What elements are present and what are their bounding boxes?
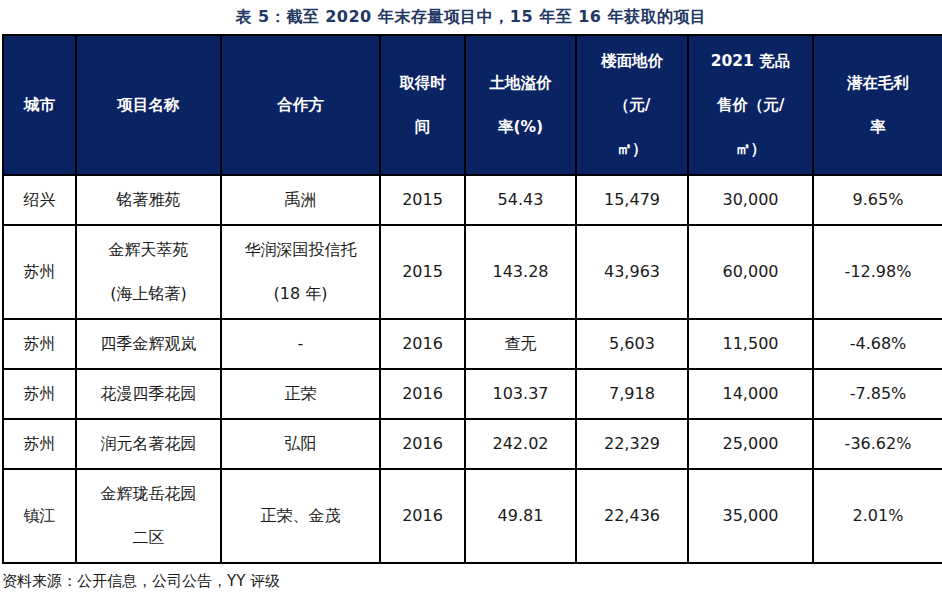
- table-cell: 22,436: [576, 469, 688, 563]
- table-cell: 35,000: [688, 469, 813, 563]
- table-cell: -4.68%: [813, 319, 942, 369]
- table-row: 镇江金辉珑岳花园 二区正荣、金茂201649.8122,43635,0002.0…: [3, 469, 942, 563]
- table-cell: 正荣: [221, 369, 380, 419]
- table-cell: 22,329: [576, 419, 688, 469]
- table-cell: 苏州: [3, 419, 76, 469]
- table-cell: 143.28: [465, 225, 576, 319]
- table-cell: 苏州: [3, 369, 76, 419]
- table-row: 苏州润元名著花园弘阳2016242.0222,32925,000-36.62%: [3, 419, 942, 469]
- table-cell: 金辉天萃苑 (海上铭著): [76, 225, 221, 319]
- table-cell: 60,000: [688, 225, 813, 319]
- table-cell: -36.62%: [813, 419, 942, 469]
- table-cell: 铭著雅苑: [76, 175, 221, 225]
- header-cell-6: 2021 竞品 售价（元/ ㎡）: [688, 35, 813, 175]
- header-cell-1: 项目名称: [76, 35, 221, 175]
- table-cell: 2016: [380, 369, 465, 419]
- table-cell: 禹洲: [221, 175, 380, 225]
- table-cell: 5,603: [576, 319, 688, 369]
- table-cell: 查无: [465, 319, 576, 369]
- table-body: 绍兴铭著雅苑禹洲201554.4315,47930,0009.65%苏州金辉天萃…: [3, 175, 942, 563]
- header-cell-2: 合作方: [221, 35, 380, 175]
- table-cell: 2016: [380, 469, 465, 563]
- table-cell: 2.01%: [813, 469, 942, 563]
- table-cell: 2016: [380, 319, 465, 369]
- header-row: 城市项目名称合作方取得时 间土地溢价 率(%)楼面地价 （元/ ㎡）2021 竞…: [3, 35, 942, 175]
- table-cell: 7,918: [576, 369, 688, 419]
- table-header: 城市项目名称合作方取得时 间土地溢价 率(%)楼面地价 （元/ ㎡）2021 竞…: [3, 35, 942, 175]
- table-cell: 华润深国投信托 (18 年): [221, 225, 380, 319]
- table-cell: 花漫四季花园: [76, 369, 221, 419]
- table-cell: -: [221, 319, 380, 369]
- table-cell: 9.65%: [813, 175, 942, 225]
- table-title: 表 5：截至 2020 年末存量项目中，15 年至 16 年获取的项目: [0, 0, 942, 34]
- table-cell: 四季金辉观岚: [76, 319, 221, 369]
- table-cell: 2015: [380, 225, 465, 319]
- table-cell: 11,500: [688, 319, 813, 369]
- document-page: 表 5：截至 2020 年末存量项目中，15 年至 16 年获取的项目 城市项目…: [0, 0, 942, 612]
- table-cell: 54.43: [465, 175, 576, 225]
- table-cell: 30,000: [688, 175, 813, 225]
- table-cell: 金辉珑岳花园 二区: [76, 469, 221, 563]
- table-cell: 2016: [380, 419, 465, 469]
- header-cell-3: 取得时 间: [380, 35, 465, 175]
- header-cell-4: 土地溢价 率(%): [465, 35, 576, 175]
- table-cell: 绍兴: [3, 175, 76, 225]
- header-cell-7: 潜在毛利 率: [813, 35, 942, 175]
- table-row: 苏州金辉天萃苑 (海上铭著)华润深国投信托 (18 年)2015143.2843…: [3, 225, 942, 319]
- table-cell: 25,000: [688, 419, 813, 469]
- table-cell: 15,479: [576, 175, 688, 225]
- table-cell: 2015: [380, 175, 465, 225]
- table-cell: -12.98%: [813, 225, 942, 319]
- source-note: 资料来源：公开信息，公司公告，YY 评级: [0, 564, 942, 591]
- table-cell: 242.02: [465, 419, 576, 469]
- table-row: 苏州花漫四季花园正荣2016103.377,91814,000-7.85%: [3, 369, 942, 419]
- table-cell: 49.81: [465, 469, 576, 563]
- table-cell: 弘阳: [221, 419, 380, 469]
- table-cell: 正荣、金茂: [221, 469, 380, 563]
- table-cell: -7.85%: [813, 369, 942, 419]
- table-cell: 润元名著花园: [76, 419, 221, 469]
- table-row: 绍兴铭著雅苑禹洲201554.4315,47930,0009.65%: [3, 175, 942, 225]
- table-cell: 镇江: [3, 469, 76, 563]
- table-cell: 103.37: [465, 369, 576, 419]
- projects-table: 城市项目名称合作方取得时 间土地溢价 率(%)楼面地价 （元/ ㎡）2021 竞…: [2, 34, 942, 564]
- table-cell: 43,963: [576, 225, 688, 319]
- header-cell-0: 城市: [3, 35, 76, 175]
- table-cell: 苏州: [3, 319, 76, 369]
- table-row: 苏州四季金辉观岚-2016查无5,60311,500-4.68%: [3, 319, 942, 369]
- header-cell-5: 楼面地价 （元/ ㎡）: [576, 35, 688, 175]
- table-cell: 苏州: [3, 225, 76, 319]
- table-cell: 14,000: [688, 369, 813, 419]
